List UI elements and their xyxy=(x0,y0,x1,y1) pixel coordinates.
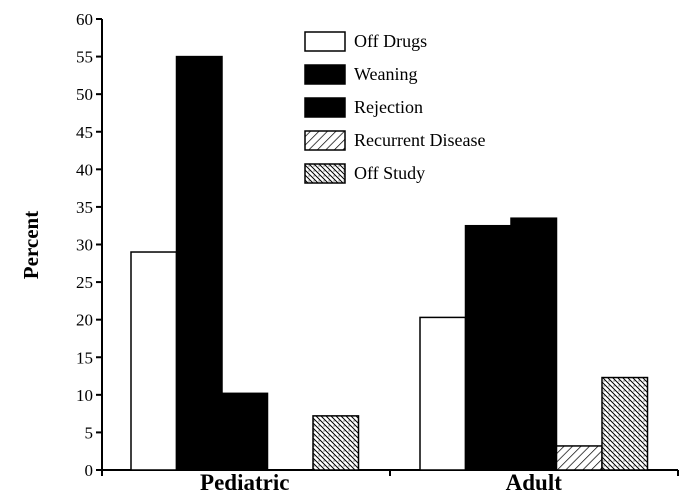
bar-off-study-pediatric xyxy=(312,415,360,471)
y-tick-label: 45 xyxy=(76,123,93,142)
legend-swatch xyxy=(304,31,346,52)
y-tick-label: 30 xyxy=(76,236,93,255)
x-category-label: Pediatric xyxy=(200,470,289,495)
y-tick-label: 50 xyxy=(76,85,93,104)
legend-swatch xyxy=(304,163,346,184)
legend-swatch xyxy=(304,97,346,118)
y-tick-label: 0 xyxy=(85,461,94,480)
y-tick-label: 15 xyxy=(76,348,93,367)
bar-recurrent-disease-adult xyxy=(555,445,603,471)
legend-swatch xyxy=(304,64,346,85)
legend: Off Drugs Weaning Rejection Recurrent Disea… xyxy=(304,31,485,184)
y-axis-label: Percent xyxy=(19,211,43,279)
bar-off-study-adult xyxy=(601,376,649,471)
bar-weaning-adult xyxy=(464,224,512,471)
y-tick-label: 60 xyxy=(76,10,93,29)
legend-label: Recurrent Disease xyxy=(354,130,485,150)
bar-off-drugs-pediatric xyxy=(130,251,178,471)
legend-label: Rejection xyxy=(354,97,423,117)
y-tick-label: 20 xyxy=(76,311,93,330)
bar-rejection-adult xyxy=(510,217,558,471)
y-tick-label: 40 xyxy=(76,160,93,179)
bar-weaning-pediatric xyxy=(175,55,223,471)
legend-label: Weaning xyxy=(354,64,418,84)
y-tick-label: 5 xyxy=(85,423,94,442)
bar-off-drugs-adult xyxy=(419,316,467,471)
y-tick-label: 25 xyxy=(76,273,93,292)
y-axis: 0 5 10 15 20 25 30 35 40 45 50 55 60 xyxy=(76,10,103,480)
y-tick-label: 10 xyxy=(76,386,93,405)
x-axis: Pediatric Adult xyxy=(101,469,679,495)
bar-rejection-pediatric xyxy=(221,392,269,471)
y-tick-label: 35 xyxy=(76,198,93,217)
x-category-label: Adult xyxy=(506,470,563,495)
bars xyxy=(130,55,649,471)
legend-label: Off Study xyxy=(354,163,425,183)
legend-swatch xyxy=(304,130,346,151)
legend-label: Off Drugs xyxy=(354,31,427,51)
y-tick-label: 55 xyxy=(76,48,93,67)
